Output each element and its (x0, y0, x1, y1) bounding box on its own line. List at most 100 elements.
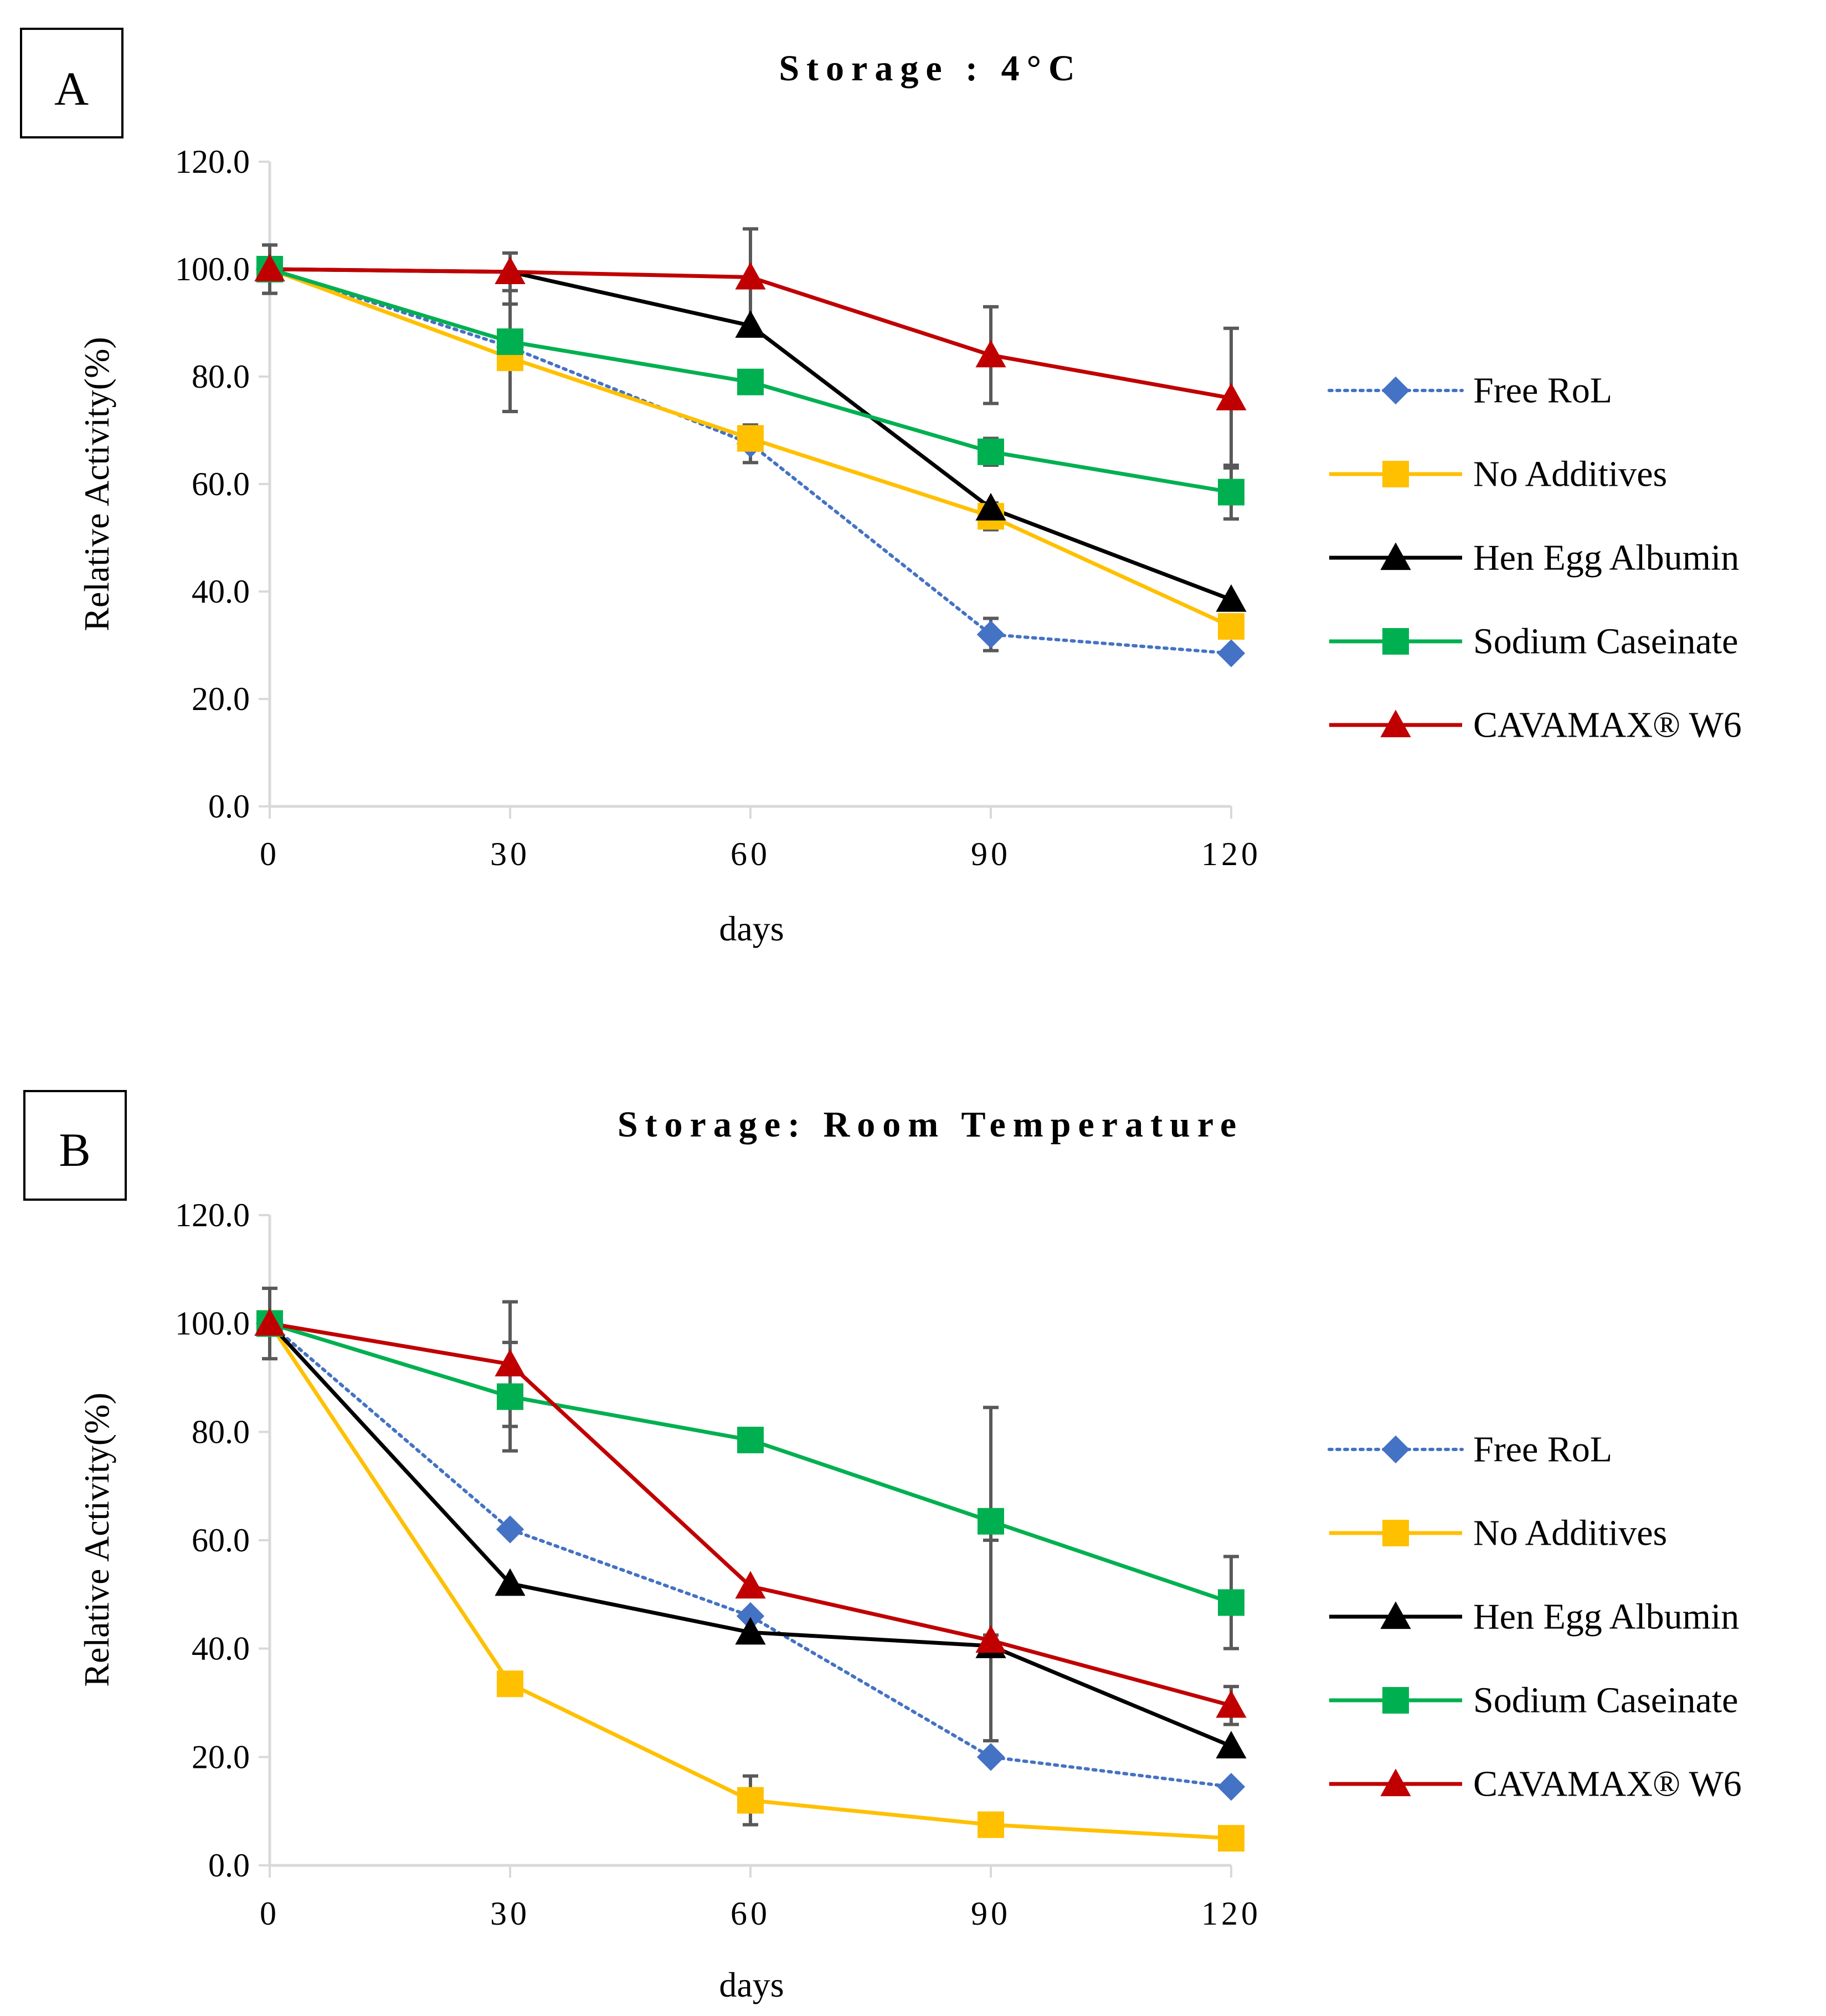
chart-a-title: Storage : 4°C (779, 48, 1082, 89)
chart-b-point-free-rol (1217, 1772, 1246, 1801)
chart-a-point-hen-egg-albumin (975, 493, 1006, 521)
panel-b: B Storage: Room Temperature Relative Act… (23, 1090, 1742, 2004)
chart-b-title: Storage: Room Temperature (618, 1104, 1243, 1145)
chart-a-ytick-label: 60.0 (192, 466, 250, 502)
chart-b-xtick-label: 30 (490, 1895, 530, 1932)
chart-a-ytick-label: 80.0 (192, 358, 250, 395)
chart-b-legend-label-free-rol: Free RoL (1473, 1429, 1612, 1470)
chart-b-point-no-additives (497, 1670, 523, 1698)
chart-a-ytick-label: 20.0 (192, 681, 250, 717)
chart-b-xtick-label: 90 (971, 1895, 1011, 1932)
chart-a-legend-label-sodium-caseinate: Sodium Caseinate (1473, 621, 1738, 662)
chart-a-point-free-rol (1217, 639, 1246, 667)
chart-b-legend-marker-hen-egg-albumin (1380, 1601, 1411, 1629)
chart-a-legend-marker-no-additives (1382, 461, 1409, 487)
chart-a-point-sodium-caseinate (1218, 479, 1244, 506)
chart-b-legend-label-sodium-caseinate: Sodium Caseinate (1473, 1680, 1738, 1721)
chart-b-point-sodium-caseinate (978, 1508, 1004, 1535)
chart-b: Relative Activity(%) days 0.0 20.0 40.0 60.… (77, 1197, 1742, 2004)
chart-a-legend: Free RoL No Additives Hen Egg Albumin Sodiu… (1328, 371, 1742, 745)
panel-a-label-box (20, 28, 124, 138)
chart-a-point-cavamax-w6 (495, 256, 526, 284)
chart-b-ytick-label: 40.0 (192, 1631, 250, 1667)
chart-b-legend-marker-free-rol (1381, 1435, 1410, 1464)
chart-a-legend-label-hen-egg-albumin: Hen Egg Albumin (1473, 538, 1739, 578)
chart-b-point-no-additives (737, 1787, 764, 1814)
chart-b-point-no-additives (1218, 1825, 1244, 1852)
chart-b-point-no-additives (978, 1811, 1004, 1838)
chart-b-point-cavamax-w6 (254, 1308, 285, 1336)
chart-a-point-hen-egg-albumin (1216, 584, 1247, 612)
chart-a-legend-marker-sodium-caseinate (1382, 628, 1409, 655)
chart-b-xlabel: days (719, 1965, 784, 2004)
chart-a-ytick-label: 40.0 (192, 573, 250, 610)
chart-a-legend-marker-hen-egg-albumin (1380, 542, 1411, 570)
chart-b-legend-marker-sodium-caseinate (1382, 1687, 1409, 1714)
chart-b-ytick-label: 60.0 (192, 1522, 250, 1559)
chart-b-point-free-rol (496, 1515, 524, 1544)
chart-a-ytick-label: 100.0 (175, 251, 250, 287)
chart-a-point-sodium-caseinate (978, 438, 1004, 465)
chart-b-legend-marker-cavamax-w6 (1380, 1768, 1411, 1797)
chart-a-point-cavamax-w6 (975, 340, 1006, 368)
chart-b-legend-marker-no-additives (1382, 1520, 1409, 1546)
panel-a-label: A (54, 62, 89, 115)
chart-b-line-cavamax-w6 (269, 1321, 1232, 1708)
chart-a-xtick-label: 0 (260, 836, 280, 872)
chart-b-point-cavamax-w6 (975, 1625, 1006, 1653)
chart-b-ytick-label: 80.0 (192, 1413, 250, 1450)
chart-a-point-cavamax-w6 (1216, 383, 1247, 410)
chart-b-point-free-rol (976, 1743, 1005, 1771)
chart-b-line-sodium-caseinate (269, 1321, 1232, 1604)
chart-b-ytick-label: 20.0 (192, 1739, 250, 1775)
chart-b-point-sodium-caseinate (737, 1427, 764, 1454)
chart-a-ylabel: Relative Activity(%) (77, 337, 116, 631)
chart-a-point-cavamax-w6 (254, 254, 285, 282)
chart-a-point-sodium-caseinate (497, 328, 523, 355)
chart-a-xtick-label: 90 (971, 836, 1011, 872)
chart-a-markers (254, 254, 1247, 667)
chart-a-point-cavamax-w6 (735, 261, 766, 290)
chart-b-xtick-label: 60 (731, 1895, 770, 1932)
chart-a-legend-label-no-additives: No Additives (1473, 454, 1667, 495)
chart-a-ticks: 0.0 20.0 40.0 60.0 80.0 100.0 120.0 0 30 60 90 120 (175, 143, 1261, 872)
chart-b-legend-label-no-additives: No Additives (1473, 1513, 1667, 1554)
chart-b-point-sodium-caseinate (497, 1383, 523, 1410)
chart-b-point-hen-egg-albumin (735, 1617, 766, 1645)
chart-a-xtick-label: 30 (490, 836, 530, 872)
chart-a-point-hen-egg-albumin (735, 310, 766, 338)
chart-b-ytick-label: 0.0 (208, 1847, 250, 1884)
chart-a-legend-marker-cavamax-w6 (1380, 709, 1411, 738)
chart-b-point-free-rol (736, 1602, 765, 1631)
chart-a: Relative Activity(%) days 0.0 20.0 40.0 60.… (77, 143, 1742, 948)
chart-a-xlabel: days (719, 909, 784, 948)
chart-b-ticks: 0.0 20.0 40.0 60.0 80.0 100.0 120.0 0 30 60 90 120 (175, 1197, 1258, 1932)
chart-a-ytick-label: 0.0 (208, 788, 250, 825)
chart-b-legend-label-cavamax-w6: CAVAMAX® W6 (1473, 1764, 1742, 1804)
chart-a-point-no-additives (1218, 613, 1244, 640)
chart-a-point-free-rol (976, 620, 1005, 649)
chart-b-ytick-label: 120.0 (175, 1197, 250, 1233)
panel-b-label-box (23, 1090, 127, 1201)
chart-b-ylabel: Relative Activity(%) (77, 1392, 116, 1686)
chart-b-line-hen-egg-albumin (268, 1322, 1232, 1748)
chart-a-xtick-label: 60 (731, 836, 770, 872)
panel-a: A Storage : 4°C Relative Activity(%) day… (20, 28, 1742, 948)
chart-b-xtick-label: 0 (260, 1895, 280, 1932)
chart-b-point-hen-egg-albumin (495, 1568, 526, 1596)
chart-a-legend-label-free-rol: Free RoL (1473, 371, 1612, 411)
chart-a-xtick-label: 120 (1201, 836, 1261, 872)
chart-b-point-sodium-caseinate (1218, 1589, 1244, 1616)
chart-b-point-hen-egg-albumin (1216, 1731, 1247, 1758)
chart-a-legend-label-cavamax-w6: CAVAMAX® W6 (1473, 705, 1742, 745)
chart-b-point-cavamax-w6 (735, 1571, 766, 1599)
chart-a-point-no-additives (737, 425, 764, 452)
chart-b-legend-label-hen-egg-albumin: Hen Egg Albumin (1473, 1597, 1739, 1637)
chart-a-legend-marker-free-rol (1381, 376, 1410, 405)
chart-b-line-free-rol (268, 1321, 1233, 1789)
chart-b-point-cavamax-w6 (495, 1349, 526, 1377)
chart-a-point-sodium-caseinate (737, 368, 764, 395)
chart-a-ytick-label: 120.0 (175, 143, 250, 180)
panel-b-label: B (59, 1123, 90, 1176)
